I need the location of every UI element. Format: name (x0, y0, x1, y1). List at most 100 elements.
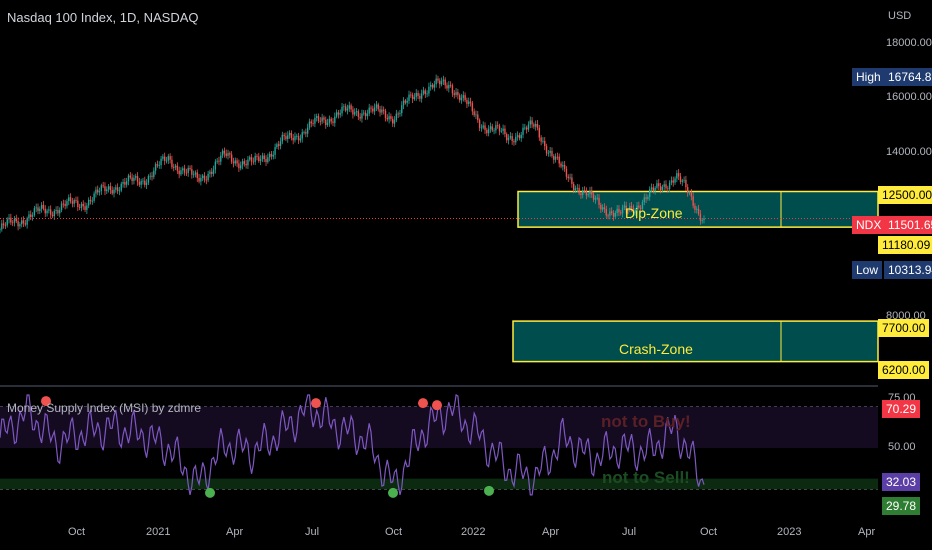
candle-body (2, 223, 5, 226)
candle-body (366, 113, 369, 117)
candle-body (135, 176, 137, 178)
candle-body (395, 113, 398, 121)
dip-top-value: 12500.00 (878, 186, 932, 204)
candle-body (388, 116, 390, 120)
candle-body (281, 134, 284, 142)
candle-body (513, 141, 515, 143)
candle-body (534, 124, 537, 127)
candle-body (601, 207, 604, 210)
dip-bottom-value: 11180.09 (878, 236, 932, 254)
candle-body (482, 125, 484, 128)
candle-body (468, 101, 470, 104)
msi-tick-50: 50.00 (888, 441, 916, 453)
time-tick: Oct (68, 526, 86, 538)
candle-body (191, 169, 193, 175)
candle-body (638, 205, 640, 208)
candle-body (187, 167, 189, 173)
candle-body (455, 92, 457, 95)
candle-body (688, 192, 691, 194)
price-tick-18000: 18000.00 (886, 37, 932, 49)
candle-body (158, 165, 160, 166)
candle-body (462, 95, 465, 98)
candle-body (200, 177, 202, 182)
candle-body (283, 134, 285, 137)
time-tick: 2021 (146, 526, 171, 538)
candle-body (11, 222, 14, 224)
grid (0, 406, 878, 490)
candle-body (28, 214, 30, 219)
candle-body (236, 160, 238, 164)
candle-body (138, 181, 141, 185)
candle-body (261, 155, 264, 160)
candle-body (144, 180, 146, 185)
candle-body (89, 199, 92, 202)
candle-body (386, 117, 388, 120)
candle-body (694, 205, 696, 210)
candle-body (350, 105, 352, 110)
candle-body (60, 203, 63, 211)
candle-body (375, 104, 378, 108)
crash-top-value: 7700.00 (878, 319, 930, 337)
candle-body (22, 220, 25, 224)
time-tick: Oct (385, 526, 403, 538)
msi-line (0, 394, 705, 496)
candle-body (670, 180, 673, 183)
candle-body (415, 92, 417, 97)
candle-body (439, 80, 441, 85)
candle-body (328, 118, 331, 123)
candle-body (162, 156, 164, 159)
candle-body (469, 101, 472, 104)
candle-body (278, 144, 280, 146)
candle-body (201, 175, 204, 178)
candle-body (64, 203, 66, 206)
candle-body (491, 126, 493, 131)
candle-body (341, 106, 343, 114)
candle-body (234, 160, 236, 164)
chart-title: Nasdaq 100 Index, 1D, NASDAQ (7, 10, 199, 25)
candle-body (37, 207, 39, 212)
candle-body (317, 116, 320, 122)
candle-body (525, 127, 528, 130)
candle-body (147, 176, 150, 183)
candle-body (214, 161, 217, 170)
candle-body (212, 169, 215, 174)
candle-body (232, 161, 235, 164)
candle-body (699, 213, 702, 221)
candle-body (196, 172, 198, 179)
candle-body (346, 108, 349, 111)
candle-body (544, 140, 546, 147)
candle-body (312, 123, 314, 125)
candle-body (129, 175, 132, 178)
candle-body (489, 126, 492, 129)
candle-body (69, 197, 72, 202)
candle-body (192, 174, 195, 176)
candle-body (160, 158, 162, 166)
candle-body (359, 116, 361, 119)
currency-label: USD (888, 10, 912, 22)
candle-body (401, 105, 403, 114)
candle-body (687, 187, 689, 194)
candle-body (553, 155, 555, 160)
candle-body (569, 177, 571, 179)
candle-body (100, 185, 103, 191)
msi-low-value: 29.78 (882, 497, 921, 515)
candle-body (267, 157, 269, 163)
candle-body (408, 94, 410, 101)
candle-body (154, 164, 157, 171)
candle-body (457, 92, 459, 96)
candle-body (368, 107, 370, 114)
candle-body (696, 208, 698, 210)
candle-body (596, 197, 598, 199)
candle-body (241, 161, 244, 166)
candle-body (431, 84, 434, 88)
candle-body (4, 225, 7, 226)
ndx-tag: NDX (852, 216, 886, 234)
candle-body (393, 120, 396, 124)
candle-body (471, 103, 474, 112)
candle-body (301, 132, 303, 139)
candle-body (504, 128, 506, 135)
candle-body (565, 168, 568, 177)
candle-body (207, 173, 209, 181)
candle-body (243, 161, 246, 164)
